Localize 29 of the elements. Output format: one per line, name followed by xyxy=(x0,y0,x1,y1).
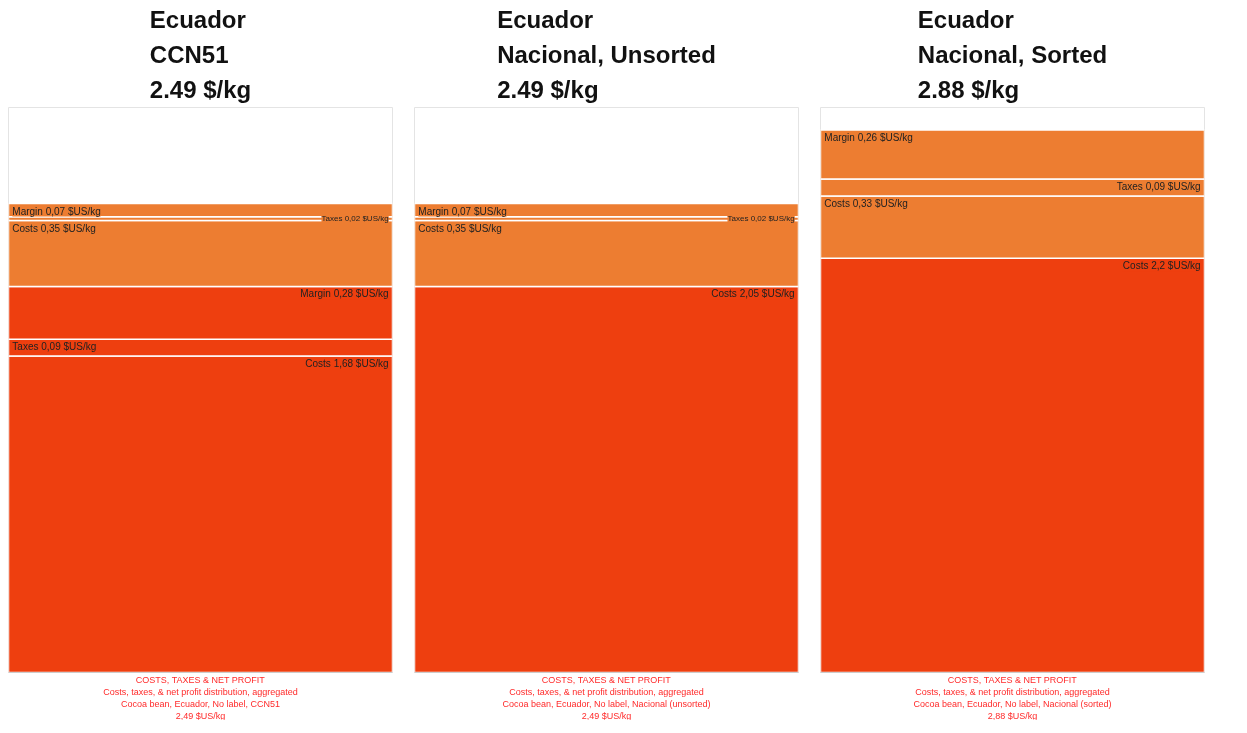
data-label: Margin 0,07 $US/kg xyxy=(418,205,507,217)
text: COSTS, TAXES & NET PROFIT xyxy=(947,674,1078,685)
data-label: Taxes 0,02 $US/kg xyxy=(321,214,389,224)
data-label: Margin 0,07 $US/kg xyxy=(12,205,101,217)
data-label: Margin 0,28 $US/kg xyxy=(300,288,389,300)
data-label: Costs 0,35 $US/kg xyxy=(418,222,502,234)
chart-title: Ecuador CCN51 2.49 $/kg xyxy=(149,6,252,104)
text: COSTS, TAXES & NET PROFIT xyxy=(541,674,672,685)
text: Cocoa bean, Ecuador, No label, Nacional (unsorted) xyxy=(502,698,711,709)
data-label: Costs 2,05 $US/kg xyxy=(711,288,795,300)
text: Costs, taxes, & net profit distribution, aggregated xyxy=(509,686,704,697)
text: 2,49 $US/kg xyxy=(175,710,226,721)
text: Costs, taxes, & net profit distribution, aggregated xyxy=(915,686,1110,697)
chart-title: Ecuador Nacional, Unsorted 2.49 $/kg xyxy=(497,6,716,104)
chart-title: Ecuador Nacional, Sorted 2.88 $/kg xyxy=(917,6,1108,104)
data-label: Costs 0,33 $US/kg xyxy=(824,198,908,210)
data-label: Costs 0,35 $US/kg xyxy=(12,222,96,234)
data-label: Margin 0,26 $US/kg xyxy=(824,132,913,144)
text: Cocoa bean, Ecuador, No label, Nacional (sorted) xyxy=(913,698,1112,709)
text: COSTS, TAXES & NET PROFIT xyxy=(135,674,266,685)
data-label: Taxes 0,09 $US/kg xyxy=(1116,181,1201,193)
data-label: Costs 1,68 $US/kg xyxy=(305,358,389,370)
data-label: Costs 2,2 $US/kg xyxy=(1122,260,1201,272)
text: 2,88 $US/kg xyxy=(987,710,1038,721)
text: 2,49 $US/kg xyxy=(581,710,632,721)
data-label: Taxes 0,09 $US/kg xyxy=(12,341,97,353)
text: Cocoa bean, Ecuador, No label, CCN51 xyxy=(120,698,281,709)
text: Costs, taxes, & net profit distribution, aggregated xyxy=(103,686,298,697)
data-label: Taxes 0,02 $US/kg xyxy=(727,214,795,224)
